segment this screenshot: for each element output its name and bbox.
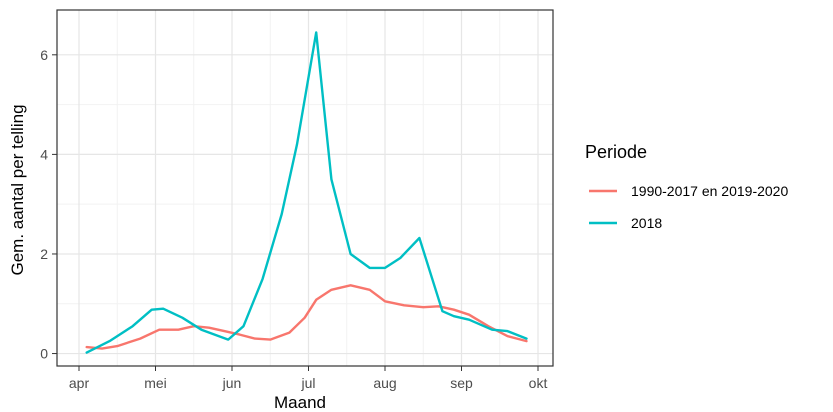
series-line-2 [85,31,528,354]
series-line-1 [85,284,528,350]
series-layer [85,31,528,354]
grid-major [57,10,553,366]
x-tick-label: mei [144,375,167,391]
x-axis-title: Maand [274,393,326,412]
x-tick-label: sep [450,375,473,391]
legend-label-2: 2018 [631,215,662,231]
x-tick-label: apr [69,375,90,391]
legend-label-1: 1990-2017 en 2019-2020 [631,183,788,199]
plot-panel [57,10,553,366]
y-tick-label: 6 [40,47,48,63]
plot-border [56,9,554,367]
x-axis: apr mei jun jul aug sep okt [69,366,548,391]
y-tick-label: 2 [40,246,48,262]
legend: Periode 1990-2017 en 2019-2020 2018 [585,142,788,231]
y-tick-label: 0 [40,346,48,362]
x-tick-label: jun [222,375,242,391]
y-tick-label: 4 [40,146,48,162]
x-tick-label: jul [300,375,315,391]
x-tick-label: okt [529,375,548,391]
y-axis-title: Gem. aantal per telling [8,104,27,275]
legend-title: Periode [585,142,647,162]
x-tick-label: aug [373,375,396,391]
y-axis: 0 2 4 6 [40,47,57,362]
